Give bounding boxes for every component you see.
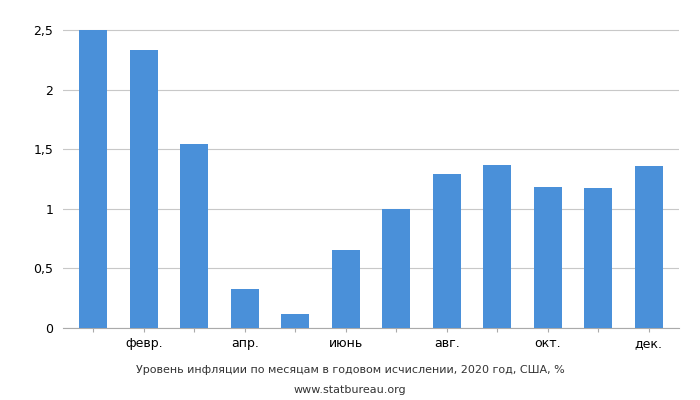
Bar xyxy=(181,144,208,328)
Bar xyxy=(635,166,663,328)
Bar xyxy=(433,174,461,328)
Bar xyxy=(483,165,511,328)
Bar xyxy=(332,250,360,328)
Bar xyxy=(584,188,612,328)
Bar xyxy=(281,314,309,328)
Text: Уровень инфляции по месяцам в годовом исчислении, 2020 год, США, %: Уровень инфляции по месяцам в годовом ис… xyxy=(136,365,564,375)
Bar xyxy=(382,209,410,328)
Bar xyxy=(130,50,158,328)
Bar xyxy=(79,30,107,328)
Bar xyxy=(231,289,259,328)
Bar xyxy=(534,187,561,328)
Text: www.statbureau.org: www.statbureau.org xyxy=(294,385,406,395)
